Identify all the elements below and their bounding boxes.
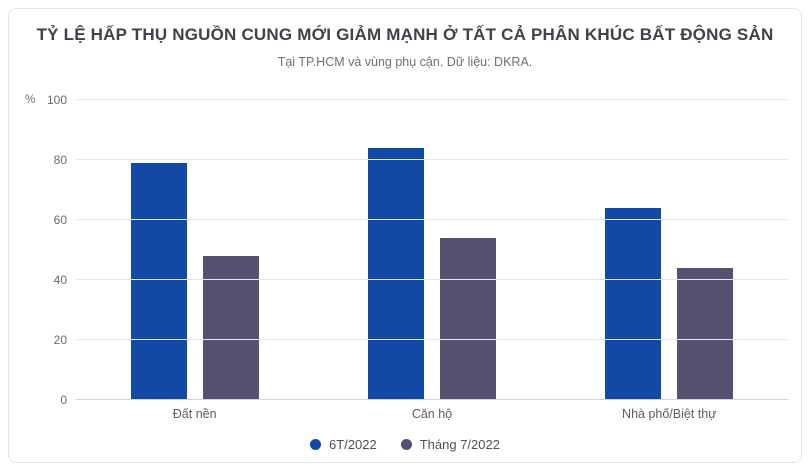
bar-group bbox=[313, 100, 550, 400]
gridline bbox=[76, 219, 788, 220]
gridline bbox=[76, 279, 788, 280]
chart-subtitle: Tại TP.HCM và vùng phụ cận. Dữ liệu: DKR… bbox=[277, 55, 533, 69]
x-axis-line bbox=[76, 399, 788, 400]
legend-label: 6T/2022 bbox=[329, 437, 377, 452]
x-axis-label: Đất nền bbox=[172, 407, 217, 421]
y-tick-label: 40 bbox=[53, 273, 67, 287]
chart-card: TỶ LỆ HẤP THỤ NGUỒN CUNG MỚI GIẢM MẠNH Ở… bbox=[8, 8, 802, 463]
bar[interactable] bbox=[439, 238, 496, 400]
y-tick-label: 100 bbox=[46, 93, 67, 107]
gridline bbox=[76, 159, 788, 160]
bar-groups bbox=[76, 100, 788, 400]
y-axis-labels: 0 20 40 60 80 100 bbox=[9, 93, 67, 407]
y-tick-label: 60 bbox=[53, 213, 67, 227]
x-axis-label: Căn hộ bbox=[411, 407, 453, 421]
y-tick-label: 20 bbox=[53, 333, 67, 347]
bar[interactable] bbox=[202, 256, 259, 400]
legend-label: Tháng 7/2022 bbox=[419, 437, 500, 452]
y-axis-unit-label: % bbox=[25, 94, 36, 106]
gridline bbox=[76, 99, 788, 100]
x-axis-labels: Đất nền Căn hộ Nhà phố/Biệt thự bbox=[76, 407, 788, 421]
y-tick-label: 80 bbox=[53, 153, 67, 167]
chart-title: TỶ LỆ HẤP THỤ NGUỒN CUNG MỚI GIẢM MẠNH Ở… bbox=[36, 25, 774, 44]
legend-marker-icon bbox=[400, 439, 412, 450]
plot-area bbox=[76, 99, 788, 400]
bar[interactable] bbox=[605, 208, 662, 400]
x-axis-label: Nhà phố/Biệt thự bbox=[622, 407, 717, 421]
bar[interactable] bbox=[677, 268, 734, 400]
gridline bbox=[76, 339, 788, 340]
legend-item[interactable]: 6T/2022 bbox=[310, 437, 377, 452]
bar-group bbox=[76, 100, 313, 400]
bar-group bbox=[551, 100, 788, 400]
bar[interactable] bbox=[130, 163, 187, 400]
legend-item[interactable]: Tháng 7/2022 bbox=[400, 437, 500, 452]
y-tick-label: 0 bbox=[60, 393, 67, 407]
legend-marker-icon bbox=[310, 439, 322, 450]
legend: 6T/2022 Tháng 7/2022 bbox=[9, 437, 801, 452]
bar[interactable] bbox=[367, 148, 424, 400]
